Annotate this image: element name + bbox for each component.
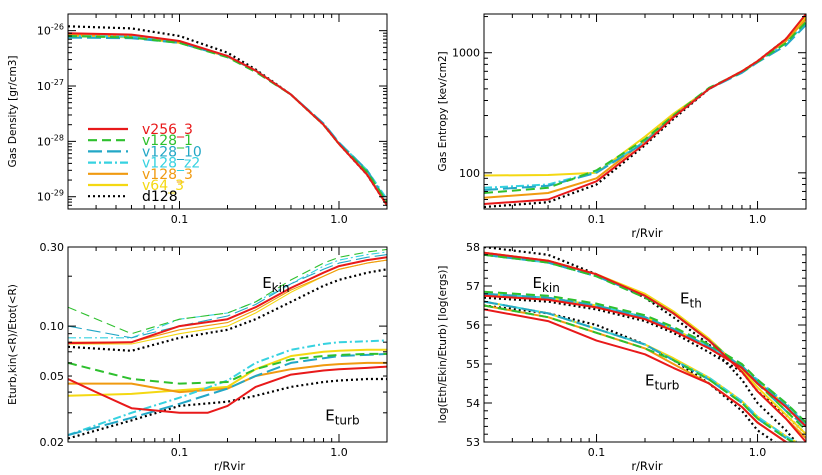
series-line-v128_3	[484, 18, 806, 199]
series-line-v128_z2-turb	[68, 339, 387, 437]
series-line-v256_3-turb	[484, 308, 788, 442]
panel-log_energy: 0.1 1.0 r/Rvir 53 54 55 56 57 58 log(Eth/Ekin/Etu…	[437, 241, 807, 473]
series-line-v128_10	[68, 36, 387, 203]
y-tick-label: 57	[466, 280, 480, 293]
series-group	[68, 25, 387, 206]
series-line-v256_3-turb	[68, 365, 387, 414]
x-tick-label: 1.0	[330, 446, 348, 459]
legend-label-d128: d128	[142, 189, 178, 205]
y-tick-label: 0.02	[40, 436, 65, 449]
series-line-v64_3-kin	[68, 259, 387, 345]
series-line-v256_3-kin	[68, 256, 387, 345]
x-tick-label: 1.0	[749, 213, 767, 226]
y-tick-label: 56	[466, 319, 480, 332]
series-group	[484, 14, 806, 209]
series-line-v128_10-turb	[68, 352, 387, 437]
series-line-v128_3-turb	[68, 361, 387, 394]
y-axis-label: Gas Density [gr/cm3]	[7, 55, 19, 167]
series-line-v128_3-kin	[484, 294, 806, 428]
series-line-v64_3-turb	[484, 300, 798, 442]
y-tick-label: 58	[466, 241, 480, 254]
series-line-d128	[68, 25, 387, 206]
series-line-v64_3	[68, 35, 387, 206]
annotation-label: Eth	[680, 290, 702, 311]
x-tick-label: 1.0	[330, 213, 348, 226]
y-tick-label: 100	[459, 167, 480, 180]
panel-density: 0.1 1.0 10-26 10-27 10-28 10-29 Gas Density [g…	[7, 13, 388, 226]
y-tick-label: 10-28	[37, 133, 64, 148]
series-line-v64_3-turb	[68, 348, 387, 397]
x-tick-label: 0.1	[588, 446, 606, 459]
series-line-v128_1-turb	[484, 304, 795, 442]
annotation-label: Ekin	[532, 274, 559, 295]
y-axis-label: Gas Entropy [kev/cm2]	[437, 51, 449, 171]
series-line-v256_3	[68, 32, 387, 206]
x-tick-label: 0.1	[171, 446, 189, 459]
series-line-d128-kin	[68, 268, 387, 352]
series-line-v128_1-turb	[68, 352, 387, 385]
legend-label-v128_10: v128_10	[142, 144, 202, 160]
y-axis-label: Eturb,kin(<R)/Etot(<R)	[7, 284, 19, 405]
x-tick-label: 0.1	[588, 213, 606, 226]
series-group	[484, 247, 806, 442]
y-tick-label: 53	[466, 436, 480, 449]
series-group	[68, 248, 387, 440]
series-line-d128-turb	[68, 377, 387, 440]
y-tick-label: 10-27	[37, 78, 64, 93]
annotation-label: Eturb	[645, 371, 679, 392]
y-tick-label: 0.10	[40, 320, 65, 333]
series-line-v128_10	[484, 24, 806, 191]
series-line-d128-th	[484, 247, 798, 442]
legend-label-v128_1: v128_1	[142, 133, 193, 149]
series-line-v128_10-kin	[68, 254, 387, 339]
series-line-v128_1	[68, 35, 387, 203]
plot-frame	[67, 13, 388, 210]
x-axis-label: r/Rvir	[631, 459, 663, 473]
series-line-v128_z2-kin	[68, 251, 387, 339]
x-tick-label: 1.0	[749, 446, 767, 459]
series-line-d128-kin	[484, 296, 806, 435]
y-tick-label: 10-29	[37, 189, 64, 204]
series-line-v128_3	[68, 33, 387, 206]
y-tick-label: 54	[466, 397, 480, 410]
annotation-label: Eturb	[325, 406, 359, 427]
series-line-v256_3-th	[484, 251, 806, 442]
annotation-label: Ekin	[262, 274, 289, 295]
series-line-d128	[484, 15, 806, 209]
legend-label-v128_z2: v128_z2	[142, 156, 200, 172]
legend-label-v64_3: v64_3	[142, 178, 184, 194]
series-line-v256_3	[484, 14, 806, 205]
x-axis-label: r/Rvir	[214, 459, 246, 473]
x-tick-label: 0.1	[171, 213, 189, 226]
x-axis-label: r/Rvir	[631, 226, 663, 240]
legend: v256_3v128_1v128_10v128_z2v128_3v64_3d12…	[88, 122, 202, 205]
series-line-v64_3	[484, 15, 806, 177]
series-line-v256_3-kin	[484, 294, 806, 428]
series-line-v128_10-kin	[484, 292, 806, 426]
y-tick-label: 0.30	[40, 241, 65, 254]
y-tick-label: 1000	[452, 47, 480, 60]
y-tick-label: 10-26	[37, 23, 64, 38]
series-line-v128_z2	[484, 22, 806, 189]
y-tick-label: 55	[466, 358, 480, 371]
legend-label-v256_3: v256_3	[142, 122, 193, 138]
legend-label-v128_3: v128_3	[142, 167, 193, 183]
y-tick-label: 0.05	[40, 370, 65, 383]
panel-energy_ratio: 0.1 1.0 r/Rvir 0.02 0.05 0.10 0.30 Eturb,kin(<R…	[7, 241, 388, 473]
series-line-v128_1-kin	[484, 290, 806, 424]
series-line-v128_1-th	[484, 253, 806, 432]
series-line-d128-turb	[484, 304, 777, 442]
series-line-v128_3-kin	[68, 259, 387, 343]
y-axis-label: log(Eth/Ekin/Eturb) [log(ergs)]	[437, 266, 449, 424]
series-line-v128_1-kin	[68, 248, 387, 335]
series-line-v128_1	[484, 21, 806, 194]
plot-frame	[483, 13, 807, 210]
